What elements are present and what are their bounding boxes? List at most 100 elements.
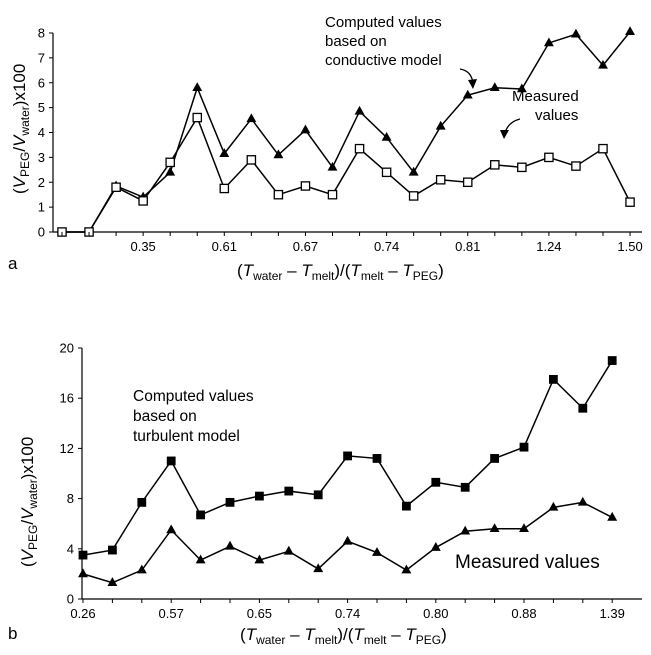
chart-a-series-1-point (435, 120, 446, 130)
chart-b-ylabel-part: V (18, 507, 37, 520)
chart-a-series-1-point (219, 148, 230, 157)
chart-a-x-tick-label: 0.35 (130, 239, 155, 254)
chart-a-y-tick-label: 5 (38, 100, 45, 115)
chart-b-annotation-computed-line1: Computed values (133, 388, 254, 405)
chart-b-series-2-point (195, 554, 206, 564)
chart-b-series-1-point (108, 545, 117, 555)
chart-b-series-1-point (343, 451, 352, 461)
chart-b-series-1-point (431, 477, 441, 487)
chart-b-series-1-point (607, 356, 617, 365)
chart-a-y-tick-label: 2 (38, 175, 45, 190)
chart-a-ylabel-part: ( (10, 188, 29, 194)
chart-b-series-1-point (196, 510, 205, 520)
chart-b-series-2-point (283, 545, 294, 555)
chart-b-ylabel-part: V (18, 548, 37, 561)
chart-a-y-tick-label: 1 (38, 200, 45, 215)
chart-b-series-2-point (548, 501, 559, 511)
chart-a-panel-label: a (8, 254, 18, 273)
chart-b-xlabel-part: water (255, 633, 285, 647)
chart-a-series-1-point (462, 89, 473, 99)
chart-a-series-2-point (625, 197, 635, 207)
chart-a-y-tick-label: 0 (38, 225, 45, 240)
chart-b-series-2-point (577, 496, 588, 506)
chart-b-series-2-point (313, 563, 324, 573)
chart-a-ylabel-part: / (10, 147, 29, 152)
chart-b-series-1-point (519, 442, 529, 452)
chart-a-series-2-point (435, 174, 446, 185)
chart-b-xlabel-part: T (246, 625, 258, 644)
chart-b-x-tick-label: 0.57 (159, 606, 184, 621)
chart-b-xlabel-part: )/( (337, 625, 353, 644)
chart-b: 0 4 8 12 16 20 0.26 0.57 0.65 0.74 0.80 0.88 1.39 Co… (8, 341, 642, 647)
chart-b-series-1-point (255, 491, 264, 501)
chart-b-series-1-point (225, 497, 235, 507)
chart-a-arrow-computed-head (468, 79, 477, 89)
chart-a-y-tick-label: 3 (38, 150, 45, 165)
chart-a-series-1-point (300, 124, 311, 134)
chart-b-series-1-point (490, 454, 499, 463)
chart-a-series-2-point (381, 167, 392, 178)
chart-a-series-1-point (625, 26, 635, 36)
chart-a-series-1-point (598, 59, 608, 69)
chart-b-xlabel-part: – (386, 625, 405, 644)
chart-a-series-2-point (192, 112, 203, 123)
chart-b-ylabel-part: / (18, 520, 37, 525)
chart-a-series-2-point (138, 196, 148, 206)
chart-a-ticks: 0 1 2 3 4 5 6 7 8 0.35 0.61 0.67 0.74 0.81 1.24 1.50 (38, 26, 643, 255)
chart-a-y-tick-label: 7 (38, 50, 45, 65)
chart-a-series-2-point (165, 157, 175, 168)
chart-b-x-tick-label: 1.39 (600, 606, 625, 621)
chart-b-x-tick-label: 0.80 (423, 606, 448, 621)
chart-b-series-2-point (489, 523, 500, 533)
chart-b-series-2-point (78, 568, 88, 578)
chart-b-series-1-point (313, 490, 323, 500)
chart-a-x-tick-label: 0.61 (212, 239, 237, 254)
chart-a-xlabel-part: T (243, 261, 255, 280)
chart-a-xlabel-part: PEG (413, 269, 438, 283)
chart-a-series-2-point (598, 143, 608, 154)
chart-a-series-2-point (246, 155, 257, 165)
chart-a-series (62, 31, 631, 233)
chart-a-xlabel-part: water (252, 269, 282, 283)
chart-b-series-2-point (166, 524, 177, 534)
chart-b-series-2-point (136, 564, 147, 574)
chart-a-xlabel-part: – (383, 261, 402, 280)
chart-a-series-2-line (62, 115, 631, 233)
chart-b-xlabel: (Twater – Tmelt)/(Tmelt – TPEG) (240, 625, 447, 647)
chart-a-xlabel-part: T (402, 261, 414, 280)
chart-a-series-1-point (381, 131, 392, 141)
chart-b-xlabel-part: ) (441, 625, 447, 644)
chart-b-series-1-point (78, 550, 88, 560)
chart-a-series-1-point (354, 105, 365, 115)
chart-a-annotation-computed-line3: conductive model (325, 52, 442, 69)
chart-a-series-2-point (273, 189, 284, 200)
chart-a-xlabel: (Twater – Tmelt)/(Tmelt – TPEG) (237, 261, 444, 283)
chart-a-ylabel-part: )x100 (10, 64, 29, 107)
chart-a-markers (57, 26, 635, 237)
chart-a-series-1-point (273, 149, 284, 159)
chart-b-xlabel-part: T (405, 625, 417, 644)
chart-b-y-tick-label: 0 (67, 592, 74, 607)
chart-a-series-2-point (571, 161, 581, 171)
chart-b-series-2-point (401, 564, 412, 574)
chart-b-series-2-point (430, 542, 441, 551)
chart-a-series-2-point (327, 189, 338, 200)
chart-b-panel-label: b (8, 624, 17, 643)
chart-b-xlabel-part: T (304, 625, 316, 644)
chart-a-x-tick-label: 1.24 (536, 239, 561, 254)
chart-a-xlabel-part: T (301, 261, 313, 280)
chart-a-series-1-point (516, 83, 527, 93)
chart-b-series-1-point (166, 456, 176, 466)
chart-b-y-tick-label: 4 (67, 541, 74, 556)
chart-a-ylabel-part: V (10, 175, 29, 188)
chart-a-ylabel-part: water (18, 106, 32, 136)
chart-a-annotation-measured-line2: values (535, 107, 578, 124)
chart-b-series-1-point (137, 497, 147, 507)
chart-b-ticks: 0 4 8 12 16 20 0.26 0.57 0.65 0.74 0.80 0.88 1.39 (60, 341, 625, 622)
chart-a-annotation-computed-line2: based on (325, 33, 387, 50)
chart-b-annotation-measured: Measured values (455, 552, 600, 573)
chart-a-series-2-point (517, 162, 527, 173)
chart-a-series-2-point (490, 160, 500, 170)
chart-a-series-1-point (327, 161, 338, 171)
